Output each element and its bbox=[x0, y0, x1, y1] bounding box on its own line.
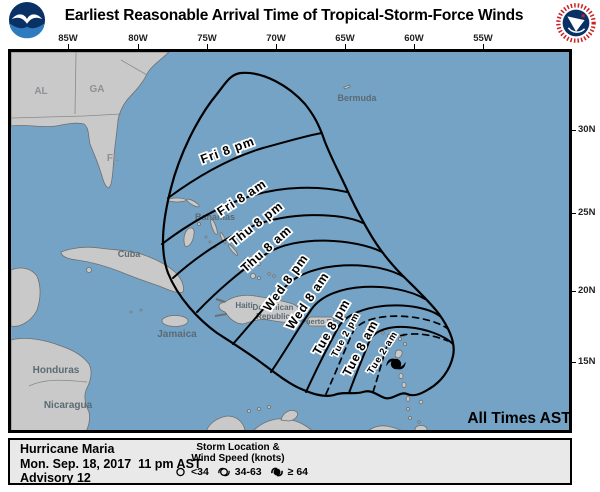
isochrone-line-thu-8pm bbox=[172, 214, 364, 279]
haiti-peninsulas bbox=[214, 298, 228, 317]
legend-symbols-row: <34 34-63 ≥ 64 bbox=[158, 464, 328, 480]
isochrone-line-tue-2am bbox=[372, 333, 449, 393]
storm-name: Hurricane Maria bbox=[20, 442, 115, 456]
map-area: AL GA FL Bermuda Bahamas Cuba Haiti Domi… bbox=[8, 49, 572, 434]
cuba-island bbox=[60, 246, 184, 293]
tropical-storm-icon bbox=[218, 467, 230, 477]
lon-label-65w: 65W bbox=[335, 33, 355, 44]
lat-tick bbox=[571, 362, 576, 363]
lon-label-80w: 80W bbox=[128, 33, 148, 44]
isochrone-line-tue-8pm bbox=[305, 304, 442, 393]
storm-location-hurricane-icon bbox=[386, 358, 406, 370]
label-dominican-republic-line2: Republic bbox=[256, 312, 290, 321]
lon-label-75w: 75W bbox=[197, 33, 217, 44]
label-dominican-republic-line1: Dominican bbox=[253, 303, 294, 312]
label-haiti: Haiti bbox=[235, 301, 252, 310]
label-alabama: AL bbox=[34, 86, 47, 97]
isochrone-line-wed-8pm bbox=[232, 264, 405, 345]
puerto-rico-island bbox=[307, 316, 335, 327]
storm-info-block: Hurricane Maria Mon. Sep. 18, 2017 11 pm … bbox=[20, 442, 202, 486]
noaa-logo bbox=[8, 1, 46, 44]
lon-label-60w: 60W bbox=[404, 33, 424, 44]
advisory-datetime: Mon. Sep. 18, 2017 11 pm AST bbox=[20, 456, 202, 471]
label-bermuda: Bermuda bbox=[337, 93, 377, 103]
isochrone-line-tue-8am bbox=[348, 325, 454, 394]
cayman-islands bbox=[129, 308, 143, 314]
lon-tick bbox=[68, 44, 69, 49]
legend-symbol-lt34: <34 bbox=[190, 466, 209, 478]
lat-tick bbox=[571, 130, 576, 131]
lon-tick bbox=[483, 44, 484, 49]
state-borders bbox=[10, 51, 148, 119]
lon-label-85w: 85W bbox=[58, 33, 78, 44]
nws-logo bbox=[555, 1, 597, 50]
central-america-landmass bbox=[10, 338, 92, 434]
legend-symbols-title-line1: Storm Location & bbox=[196, 442, 280, 453]
lat-label-25n: 25N bbox=[578, 207, 596, 218]
lon-tick bbox=[276, 44, 277, 49]
label-honduras: Honduras bbox=[33, 365, 80, 376]
legend-symbol-34-63: 34-63 bbox=[234, 466, 262, 478]
lat-tick bbox=[571, 213, 576, 214]
lon-tick bbox=[345, 44, 346, 49]
label-cuba: Cuba bbox=[118, 249, 141, 259]
honduras-nicaragua-border bbox=[28, 379, 88, 387]
isochrone-line-fri-8pm bbox=[167, 132, 323, 199]
legend-symbol-ge64: ≥ 64 bbox=[287, 466, 309, 478]
legend-bar: Hurricane Maria Mon. Sep. 18, 2017 11 pm … bbox=[8, 438, 572, 485]
page-title: Earliest Reasonable Arrival Time of Trop… bbox=[64, 7, 524, 24]
lon-tick bbox=[207, 44, 208, 49]
label-florida: FL bbox=[107, 153, 119, 164]
yucatan-landmass bbox=[10, 267, 41, 327]
time-zone-note: All Times AST bbox=[467, 410, 569, 427]
hurricane-icon bbox=[270, 467, 283, 477]
bermuda-island bbox=[343, 84, 351, 90]
isochrone-line-tue-2pm bbox=[325, 315, 449, 395]
isochrone-line-fri-8am bbox=[161, 186, 348, 245]
legend-symbols-title-line2: Wind Speed (knots) bbox=[191, 453, 285, 464]
label-georgia: GA bbox=[90, 84, 105, 95]
united-states-landmass bbox=[10, 51, 170, 189]
legend-symbols-title: Storm Location & Wind Speed (knots) bbox=[158, 442, 318, 464]
isochrone-line-thu-8am bbox=[196, 239, 383, 313]
lon-label-55w: 55W bbox=[473, 33, 493, 44]
isochrone-line-wed-8am bbox=[270, 285, 426, 373]
label-nicaragua: Nicaragua bbox=[44, 400, 93, 411]
jamaica-island bbox=[161, 315, 189, 327]
lon-tick bbox=[414, 44, 415, 49]
lat-tick bbox=[571, 291, 576, 292]
isle-of-youth bbox=[86, 267, 92, 273]
lat-label-30n: 30N bbox=[578, 124, 596, 135]
label-bahamas: Bahamas bbox=[195, 212, 235, 222]
open-circle-icon bbox=[176, 467, 185, 477]
advisory-number: Advisory 12 bbox=[20, 471, 91, 485]
map-svg: AL GA FL Bermuda Bahamas Cuba Haiti Domi… bbox=[10, 51, 571, 434]
lon-tick bbox=[138, 44, 139, 49]
lat-label-20n: 20N bbox=[578, 285, 596, 296]
label-jamaica: Jamaica bbox=[157, 329, 197, 340]
lat-label-15n: 15N bbox=[578, 356, 596, 367]
lon-label-70w: 70W bbox=[266, 33, 286, 44]
arrival-envelope-outline bbox=[161, 71, 455, 400]
label-puerto-rico: Puerto Rico bbox=[301, 317, 344, 326]
